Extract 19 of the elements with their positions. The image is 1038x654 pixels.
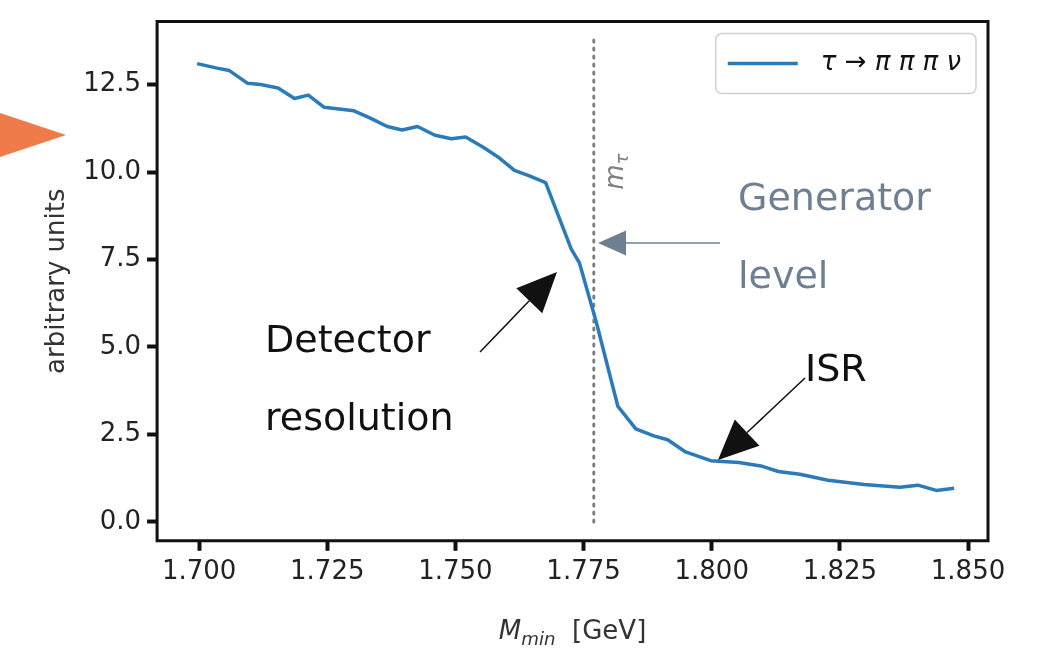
y-tick-label: 7.5 — [99, 242, 142, 273]
y-axis-title: arbitrary units — [40, 188, 71, 374]
legend-label: τ → π π π ν — [820, 46, 961, 77]
x-tick-label: 1.775 — [546, 555, 621, 586]
y-tick-label: 0.0 — [99, 504, 142, 535]
annotation: Generator level — [738, 174, 931, 299]
x-tick-label: 1.825 — [802, 555, 878, 586]
y-tick-label: 12.5 — [83, 67, 142, 98]
x-tick-label: 1.750 — [418, 555, 493, 586]
y-tick-label: 10.0 — [83, 154, 142, 185]
x-tick-label: 1.800 — [674, 555, 749, 586]
x-tick-label: 1.725 — [290, 555, 365, 586]
ref-line-label: mτ — [598, 152, 633, 190]
y-tick-label: 2.5 — [99, 417, 142, 448]
annotation: Detector resolution — [265, 316, 454, 441]
y-tick-label: 5.0 — [99, 329, 142, 360]
x-tick-label: 1.700 — [161, 555, 237, 586]
x-tick-label: 1.850 — [930, 555, 1006, 586]
annotation: ISR — [805, 345, 867, 392]
